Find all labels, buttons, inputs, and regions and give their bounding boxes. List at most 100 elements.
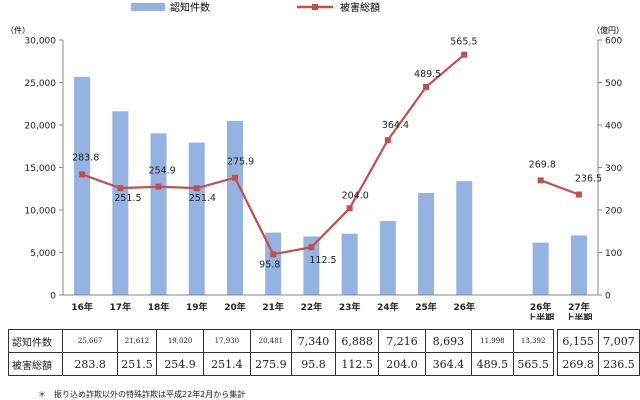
x-tick-label: 23年 — [339, 301, 361, 313]
series-marker — [308, 244, 315, 251]
data-label: 283.8 — [72, 152, 99, 163]
bar — [341, 233, 358, 295]
table-cell: 251.4 — [203, 352, 251, 376]
table-cell: 236.5 — [598, 352, 640, 376]
table-cell: 364.4 — [424, 352, 473, 376]
table-cell: 17,930 — [203, 329, 251, 353]
legend-label-damage: 被害総額 — [340, 1, 380, 14]
table-cell: 489.5 — [471, 352, 514, 376]
table-cell: 565.5 — [512, 352, 554, 376]
legend: 認知件数 被害総額 — [131, 1, 380, 14]
series-line — [81, 53, 465, 256]
plot-area: 0 5,000 10,000 15,000 20,000 25,000 30,000 0 100… — [25, 37, 623, 321]
x-tick-label: 25年 — [415, 301, 437, 313]
table-cell: 251.5 — [116, 352, 157, 376]
x-tick-label: 26年上半期 — [527, 301, 554, 320]
x-tick-label: 16年 — [71, 301, 93, 313]
y-right-tick-label: 600 — [605, 37, 622, 47]
table-cell: 269.8 — [557, 352, 600, 376]
data-label: 251.4 — [189, 193, 216, 204]
table-cell: 21,612 — [116, 329, 157, 353]
y-left-tick-label: 5,000 — [30, 249, 56, 259]
series-marker — [575, 191, 582, 198]
series-marker — [231, 174, 238, 181]
x-tick-label: 22年 — [301, 301, 323, 313]
bar — [379, 221, 396, 295]
y-right-tick-label: 100 — [605, 249, 622, 259]
series-marker — [346, 205, 353, 212]
y-left-tick-label: 30,000 — [25, 37, 57, 47]
table-row-cases: 認知件数 25,667 21,612 19,020 17,930 20,481 … — [7, 329, 640, 353]
series-marker — [117, 185, 124, 192]
bar — [74, 76, 91, 295]
bar — [226, 120, 243, 295]
table-cell: 254.9 — [155, 352, 205, 376]
table-cell: 275.9 — [249, 352, 293, 376]
y-left-tick-label: 25,000 — [25, 79, 57, 89]
table-cell: 6,155 — [557, 329, 600, 353]
bar — [188, 142, 205, 295]
data-label: 254.9 — [149, 166, 176, 177]
x-tick-label: 27年上半期 — [565, 301, 592, 320]
data-label: 364.4 — [382, 120, 409, 131]
table-cell: 283.8 — [62, 352, 118, 376]
table-cell: 19,020 — [155, 329, 205, 353]
y-left-tick-label: 0 — [50, 292, 56, 302]
table-cell: 25,667 — [62, 329, 118, 353]
series-marker — [155, 183, 162, 190]
series-line — [540, 179, 580, 196]
x-tick-label: 26年 — [453, 301, 475, 313]
data-label: 489.5 — [414, 69, 441, 80]
bar — [570, 235, 587, 295]
y-right-unit: （億円） — [592, 25, 624, 35]
data-label: 112.5 — [309, 255, 336, 266]
x-tick-label: 24年 — [377, 301, 399, 313]
data-label: 275.9 — [227, 157, 254, 168]
legend-marker-damage — [312, 4, 318, 10]
bar — [456, 181, 473, 295]
table-cell: 11,998 — [471, 329, 514, 353]
data-table: 認知件数 25,667 21,612 19,020 17,930 20,481 … — [7, 329, 640, 376]
data-label: 565.5 — [450, 37, 477, 48]
series-marker — [423, 83, 430, 90]
series-marker — [79, 171, 86, 178]
series-marker — [270, 251, 277, 258]
bar — [150, 133, 167, 295]
legend-swatch-cases — [131, 3, 165, 11]
table-row-label: 被害総額 — [7, 352, 64, 376]
y-right-tick-label: 300 — [605, 164, 622, 174]
y-left-tick-label: 20,000 — [25, 122, 57, 132]
table-cell: 204.0 — [378, 352, 426, 376]
table-cell: 112.5 — [334, 352, 380, 376]
y-left-unit: （件） — [6, 25, 30, 35]
data-label: 204.0 — [342, 190, 369, 201]
bar — [418, 193, 435, 295]
y-right-tick-label: 500 — [605, 79, 622, 89]
combo-chart: 認知件数 被害総額 （件） （億円） 0 5,000 10,000 15,000 20,… — [6, 1, 624, 321]
x-tick-label: 17年 — [110, 301, 132, 313]
data-label: 236.5 — [575, 173, 602, 184]
x-tick-label: 21年 — [262, 301, 284, 313]
bar — [303, 236, 320, 295]
table-cell: 7,216 — [378, 329, 426, 353]
x-tick-label: 20年 — [224, 301, 246, 313]
x-tick-label: 18年 — [148, 301, 170, 313]
series-marker — [461, 51, 468, 58]
table-cell: 13,392 — [512, 329, 554, 353]
series-marker — [193, 185, 200, 192]
footnote: ＊ 振り込め詐欺以外の特殊詐欺は平成22年2月から集計 — [38, 390, 246, 399]
series-marker — [384, 137, 391, 144]
y-left-tick-label: 15,000 — [25, 164, 57, 174]
table-cell: 20,481 — [249, 329, 293, 353]
y-right-tick-label: 0 — [605, 292, 611, 302]
x-tick-label: 19年 — [186, 301, 208, 313]
table-cell: 95.8 — [291, 352, 336, 376]
table-cell: 7,340 — [291, 329, 336, 353]
data-label: 95.8 — [259, 259, 280, 270]
y-right-tick-label: 200 — [605, 207, 622, 217]
bar — [112, 111, 129, 295]
series-marker — [537, 177, 544, 184]
bar — [532, 242, 549, 295]
table-row-label: 認知件数 — [7, 329, 64, 353]
data-label: 251.5 — [114, 193, 141, 204]
